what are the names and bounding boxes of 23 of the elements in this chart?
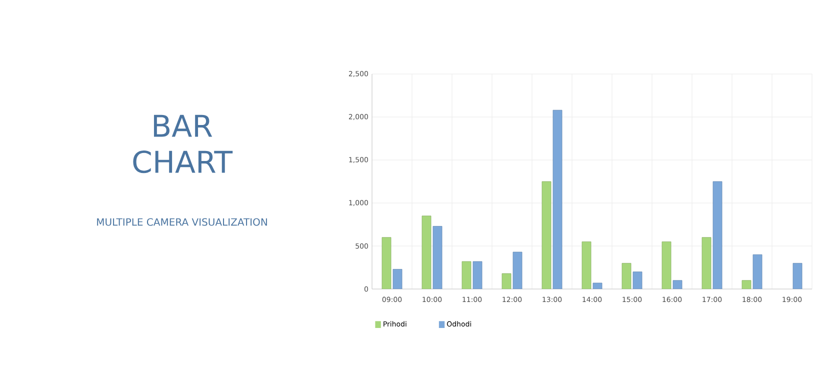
text: BAR CHART: [133, 114, 233, 174]
bar: [422, 216, 432, 289]
bar: [592, 282, 602, 289]
bar: [672, 280, 682, 289]
bar: [662, 242, 672, 289]
bar: [552, 110, 562, 289]
bar: [542, 181, 552, 289]
bar: [462, 261, 472, 289]
text: MULTIPLE CAMERA VISUALIZATION: [97, 218, 267, 226]
bar: [632, 272, 642, 289]
bar: [472, 261, 482, 289]
bar: [432, 226, 442, 289]
bar: [512, 252, 522, 289]
bar: [582, 242, 592, 289]
bar: [742, 280, 752, 289]
bar: [382, 237, 392, 289]
bar: [502, 273, 512, 289]
bar: [392, 269, 402, 289]
bar: [712, 181, 722, 289]
bar: [622, 263, 632, 289]
bar: [752, 254, 762, 289]
bar: [702, 237, 712, 289]
bar: [792, 263, 802, 289]
